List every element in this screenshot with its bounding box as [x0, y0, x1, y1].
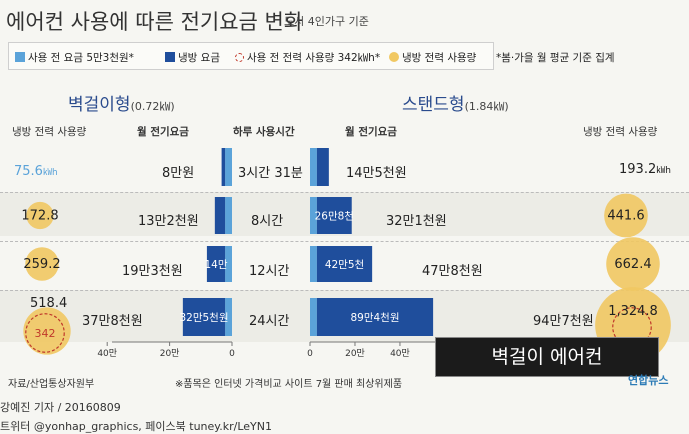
- left-bill-row-3: 19만3천원: [122, 264, 183, 279]
- left-axis-tick-label: 40만: [97, 348, 117, 359]
- dark-bar-swatch-icon: [165, 52, 175, 62]
- chart-title: 에어컨 사용에 따른 전기요금 변화: [6, 10, 304, 34]
- column-header-hours: 하루 사용시간: [233, 126, 295, 138]
- usage-value: 75.6: [14, 164, 43, 179]
- yellow-circle-icon: [389, 52, 399, 62]
- left-base-usage-circle: [25, 313, 65, 353]
- right-fee-bar-label: 89만4천원: [350, 312, 399, 324]
- right-bill-row-2: 32만1천원: [386, 214, 447, 229]
- hours-row-3: 12시간: [249, 264, 290, 279]
- hours-row-2: 8시간: [251, 214, 284, 229]
- left-fee-bar-label: 14만: [204, 259, 227, 271]
- model-power: (0.72㎾): [130, 100, 175, 113]
- legend-item-cooling-fee: 냉방 요금: [165, 50, 220, 65]
- left-usage-row-4: 518.4: [30, 296, 68, 311]
- video-caption: 벽걸이 에어컨: [435, 337, 659, 377]
- usage-value: 193.2: [619, 162, 657, 177]
- byline: 강예진 기자 / 20160809: [0, 401, 121, 414]
- dashed-circle-icon: [235, 53, 244, 62]
- right-cooling-fee-bar: [316, 298, 434, 336]
- row-divider: [0, 290, 689, 291]
- social-links: 트위터 @yonhap_graphics, 페이스북 tuney.kr/LeYN…: [0, 420, 272, 433]
- hours-row-1: 3시간 31분: [238, 166, 303, 181]
- right-base-fee-bar: [310, 197, 317, 234]
- left-bill-row-2: 13만2천원: [138, 214, 199, 229]
- model-title-left: 벽걸이형(0.72㎾): [68, 90, 175, 115]
- column-header-right-usage: 냉방 전력 사용량: [583, 126, 658, 138]
- row-divider: [0, 192, 689, 193]
- brand-logo: 연합뉴스: [628, 374, 669, 387]
- legend-item-cooling-usage: 냉방 전력 사용량: [389, 50, 476, 65]
- left-usage-row-1: 75.6㎾h: [14, 164, 58, 179]
- left-axis-tick-label: 0: [229, 349, 235, 359]
- chart-subtitle: 도시 4인가구 기준: [284, 15, 369, 28]
- right-bill-row-3: 47만8천원: [422, 264, 483, 279]
- column-header-right-bill: 월 전기요금: [345, 126, 397, 138]
- legend-note: *봄·가을 월 평균 기준 집계: [496, 52, 615, 64]
- column-header-left-bill: 월 전기요금: [137, 126, 189, 138]
- left-cooling-fee-bar: [214, 197, 226, 234]
- model-power: (1.84㎾): [464, 100, 509, 113]
- legend-item-base-usage: 사용 전 전력 사용량 342㎾h*: [235, 50, 380, 65]
- right-fee-bar-label: 26만8천: [315, 211, 354, 223]
- legend-label: 사용 전 요금 5만3천원*: [28, 52, 134, 64]
- model-title-right: 스탠드형(1.84㎾): [402, 90, 509, 115]
- right-base-fee-bar: [310, 246, 317, 282]
- left-cooling-fee-bar: [221, 148, 226, 186]
- left-base-fee-bar: [225, 148, 232, 186]
- right-cooling-fee-bar: [316, 148, 329, 186]
- legend: 사용 전 요금 5만3천원* 냉방 요금 사용 전 전력 사용량 342㎾h* …: [8, 42, 494, 70]
- right-fee-bar-label: 42만5천: [325, 259, 364, 271]
- legend-item-base-fee: 사용 전 요금 5만3천원*: [15, 50, 134, 65]
- row-divider: [0, 241, 689, 242]
- right-axis-tick-label: 0: [307, 349, 313, 359]
- legend-label: 냉방 전력 사용량: [402, 52, 477, 64]
- usage-unit: ㎾h: [656, 166, 671, 176]
- right-cooling-fee-bar: [316, 246, 373, 282]
- left-usage-bubble: [26, 201, 54, 230]
- right-base-fee-bar: [310, 148, 317, 186]
- left-fee-bar-label: 32만5천원: [179, 312, 228, 324]
- left-base-fee-bar: [225, 298, 232, 336]
- column-header-left-usage: 냉방 전력 사용량: [12, 126, 87, 138]
- right-axis-tick-label: 20만: [345, 348, 365, 359]
- left-usage-bubble: [25, 247, 59, 281]
- right-usage-label: 441.6: [607, 209, 644, 224]
- footnote: ※품목은 인터넷 가격비교 사이트 7월 판매 최상위제품: [175, 379, 403, 390]
- right-usage-bubble: [606, 237, 660, 291]
- model-name: 벽걸이형: [68, 95, 131, 115]
- left-usage-label: 172.8: [21, 209, 58, 224]
- source-note: 자료/산업통상자원부: [8, 379, 95, 390]
- left-base-fee-bar: [225, 197, 232, 234]
- left-usage-label: 259.2: [23, 257, 60, 272]
- right-axis-tick-label: 40만: [390, 348, 410, 359]
- left-base-usage-label: 342: [35, 327, 56, 340]
- right-bill-row-1: 14만5천원: [346, 166, 407, 181]
- light-bar-swatch-icon: [15, 52, 25, 62]
- hours-row-4: 24시간: [249, 314, 290, 329]
- left-base-fee-bar: [225, 246, 232, 282]
- left-bill-row-1: 8만원: [162, 166, 195, 181]
- left-axis-tick-label: 20만: [160, 348, 180, 359]
- left-bill-row-4: 37만8천원: [82, 314, 143, 329]
- legend-label: 사용 전 전력 사용량 342㎾h*: [247, 52, 381, 64]
- right-usage-bubble: [604, 193, 648, 238]
- right-bill-row-4: 94만7천원: [533, 314, 594, 329]
- left-cooling-fee-bar: [206, 246, 226, 282]
- right-usage-row-1: 193.2㎾h: [619, 162, 671, 177]
- right-usage-label: 662.4: [614, 257, 651, 272]
- usage-unit: ㎾h: [42, 168, 58, 178]
- left-cooling-fee-bar: [182, 298, 226, 336]
- model-name: 스탠드형: [402, 95, 465, 115]
- right-base-fee-bar: [310, 298, 317, 336]
- right-cooling-fee-bar: [316, 197, 352, 234]
- legend-label: 냉방 요금: [178, 52, 220, 64]
- right-usage-label: 1,324.8: [608, 304, 658, 319]
